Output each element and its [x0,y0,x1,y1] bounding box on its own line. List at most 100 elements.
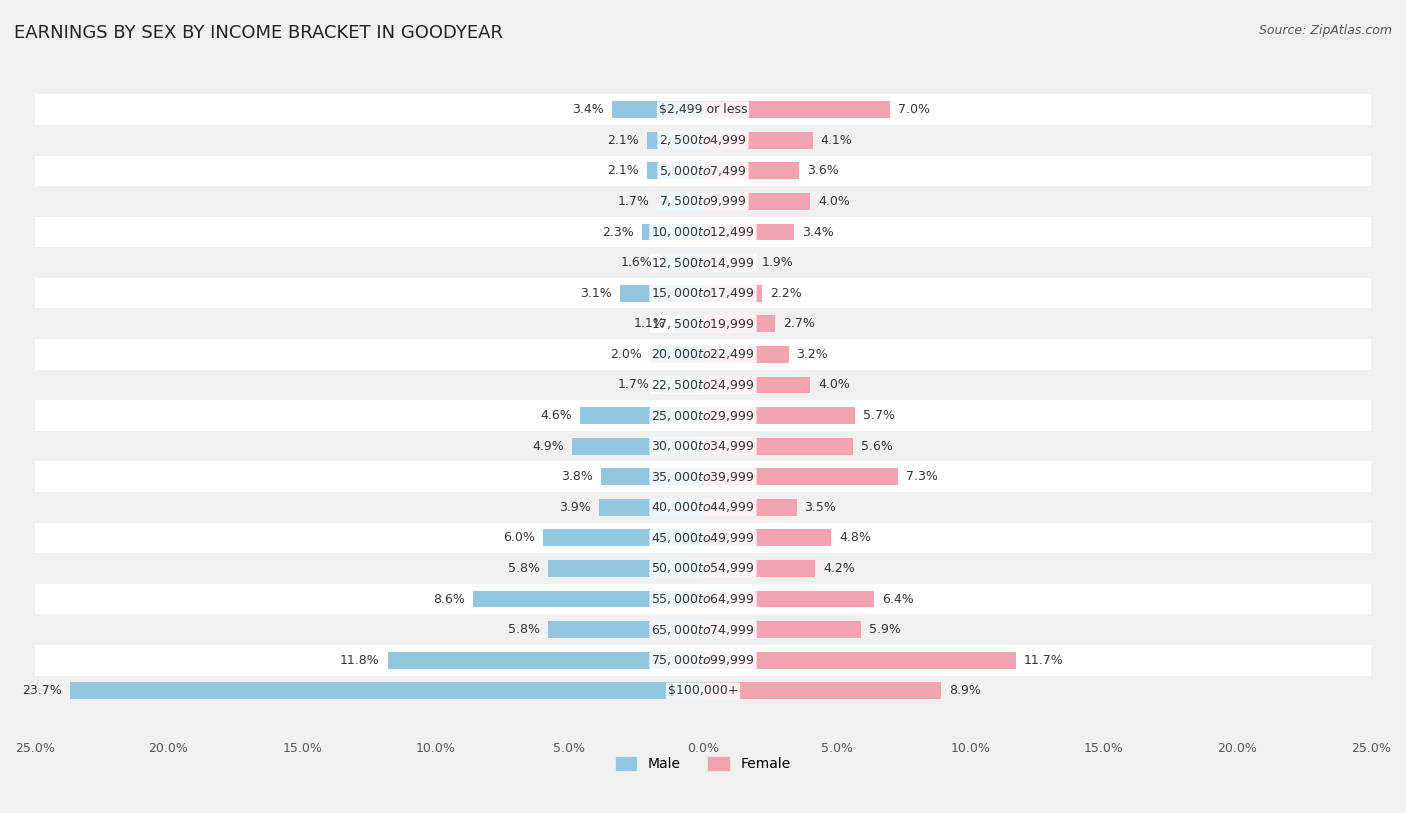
Bar [35,155,1371,186]
Text: $12,500 to $14,999: $12,500 to $14,999 [651,255,755,270]
Bar [647,132,703,149]
Text: 3.5%: 3.5% [804,501,837,514]
Text: 4.0%: 4.0% [818,195,849,208]
Text: 3.4%: 3.4% [572,103,605,116]
Bar [641,224,703,241]
Text: 4.8%: 4.8% [839,532,872,545]
Bar [35,400,1371,431]
Text: 4.2%: 4.2% [824,562,855,575]
Text: 6.4%: 6.4% [882,593,914,606]
Text: $2,500 to $4,999: $2,500 to $4,999 [659,133,747,147]
Text: 4.9%: 4.9% [533,440,564,453]
Bar [703,285,762,302]
Bar [474,591,703,607]
Bar [581,407,703,424]
Text: $35,000 to $39,999: $35,000 to $39,999 [651,470,755,484]
Bar [35,492,1371,523]
Bar [35,645,1371,676]
Bar [612,102,703,118]
Bar [703,132,813,149]
Text: 1.7%: 1.7% [617,195,650,208]
Text: Source: ZipAtlas.com: Source: ZipAtlas.com [1258,24,1392,37]
Bar [703,315,775,333]
Bar [572,437,703,454]
Bar [703,224,794,241]
Bar [35,462,1371,492]
Text: 2.2%: 2.2% [770,287,801,300]
Text: 3.4%: 3.4% [801,225,834,238]
Text: $15,000 to $17,499: $15,000 to $17,499 [651,286,755,300]
Bar [703,468,898,485]
Text: 5.8%: 5.8% [508,562,540,575]
Text: 2.1%: 2.1% [607,164,638,177]
Text: $30,000 to $34,999: $30,000 to $34,999 [651,439,755,453]
Bar [548,560,703,577]
Text: $75,000 to $99,999: $75,000 to $99,999 [651,654,755,667]
Text: 11.7%: 11.7% [1024,654,1063,667]
Bar [548,621,703,638]
Bar [703,407,855,424]
Text: 2.7%: 2.7% [783,317,815,330]
Bar [599,499,703,515]
Bar [35,94,1371,125]
Text: 5.7%: 5.7% [863,409,896,422]
Bar [673,315,703,333]
Text: $50,000 to $54,999: $50,000 to $54,999 [651,562,755,576]
Bar [388,652,703,668]
Text: 8.9%: 8.9% [949,685,981,698]
Bar [620,285,703,302]
Bar [703,102,890,118]
Bar [70,682,703,699]
Text: $5,000 to $7,499: $5,000 to $7,499 [659,164,747,178]
Text: 1.9%: 1.9% [762,256,793,269]
Bar [703,193,810,210]
Text: $7,500 to $9,999: $7,500 to $9,999 [659,194,747,208]
Text: $100,000+: $100,000+ [668,685,738,698]
Text: 2.1%: 2.1% [607,134,638,147]
Text: 5.9%: 5.9% [869,624,901,637]
Bar [35,217,1371,247]
Bar [703,346,789,363]
Text: 11.8%: 11.8% [340,654,380,667]
Bar [543,529,703,546]
Text: 3.6%: 3.6% [807,164,839,177]
Text: 5.6%: 5.6% [860,440,893,453]
Bar [35,247,1371,278]
Text: 4.1%: 4.1% [821,134,852,147]
Text: $22,500 to $24,999: $22,500 to $24,999 [651,378,755,392]
Bar [650,346,703,363]
Text: 6.0%: 6.0% [503,532,534,545]
Legend: Male, Female: Male, Female [610,752,796,777]
Text: EARNINGS BY SEX BY INCOME BRACKET IN GOODYEAR: EARNINGS BY SEX BY INCOME BRACKET IN GOO… [14,24,503,42]
Text: 23.7%: 23.7% [22,685,62,698]
Text: 4.0%: 4.0% [818,379,849,392]
Text: $45,000 to $49,999: $45,000 to $49,999 [651,531,755,545]
Bar [703,437,852,454]
Text: $20,000 to $22,499: $20,000 to $22,499 [651,347,755,361]
Text: $10,000 to $12,499: $10,000 to $12,499 [651,225,755,239]
Text: 1.7%: 1.7% [617,379,650,392]
Text: $55,000 to $64,999: $55,000 to $64,999 [651,592,755,606]
Bar [703,529,831,546]
Bar [703,652,1015,668]
Bar [35,125,1371,155]
Bar [703,682,941,699]
Bar [35,676,1371,706]
Bar [35,553,1371,584]
Text: 1.1%: 1.1% [634,317,665,330]
Text: 3.8%: 3.8% [561,470,593,483]
Text: 3.2%: 3.2% [797,348,828,361]
Bar [703,499,797,515]
Text: $25,000 to $29,999: $25,000 to $29,999 [651,409,755,423]
Text: 4.6%: 4.6% [540,409,572,422]
Bar [658,193,703,210]
Text: 2.3%: 2.3% [602,225,634,238]
Text: 5.8%: 5.8% [508,624,540,637]
Bar [703,254,754,271]
Text: 8.6%: 8.6% [433,593,465,606]
Text: 7.0%: 7.0% [898,103,931,116]
Text: $2,499 or less: $2,499 or less [659,103,747,116]
Bar [703,560,815,577]
Bar [647,163,703,179]
Bar [661,254,703,271]
